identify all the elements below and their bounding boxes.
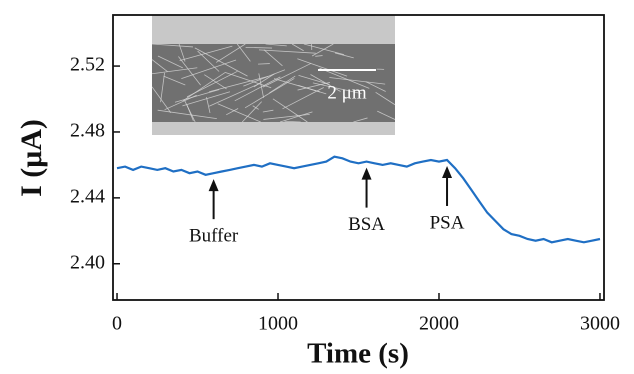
y-tick-label: 2.52 [70,54,105,76]
x-tick-label: 0 [112,313,122,335]
x-tick-label: 1000 [258,313,298,335]
annotation-arrowhead [442,166,452,178]
y-tick-label: 2.40 [70,251,105,273]
annotation-arrowhead [209,179,219,191]
inset-image: 2 μm [152,15,395,135]
x-tick-label: 3000 [580,313,620,335]
annotation-label: PSA [430,212,465,233]
x-tick-label: 2000 [419,313,459,335]
annotation-label: BSA [348,214,385,235]
x-axis-label: Time (s) [307,338,409,370]
chart: Time (s) I (μA) 0 1000 2000 3000 2.40 2.44 2.4… [0,0,634,374]
y-tick-label: 2.44 [70,185,105,207]
y-tick-label: 2.48 [70,120,105,142]
annotation-arrowhead [362,168,372,180]
inset-scale-label: 2 μm [327,82,366,103]
annotation-label: Buffer [189,226,239,247]
y-axis-label: I (μA) [15,119,48,197]
